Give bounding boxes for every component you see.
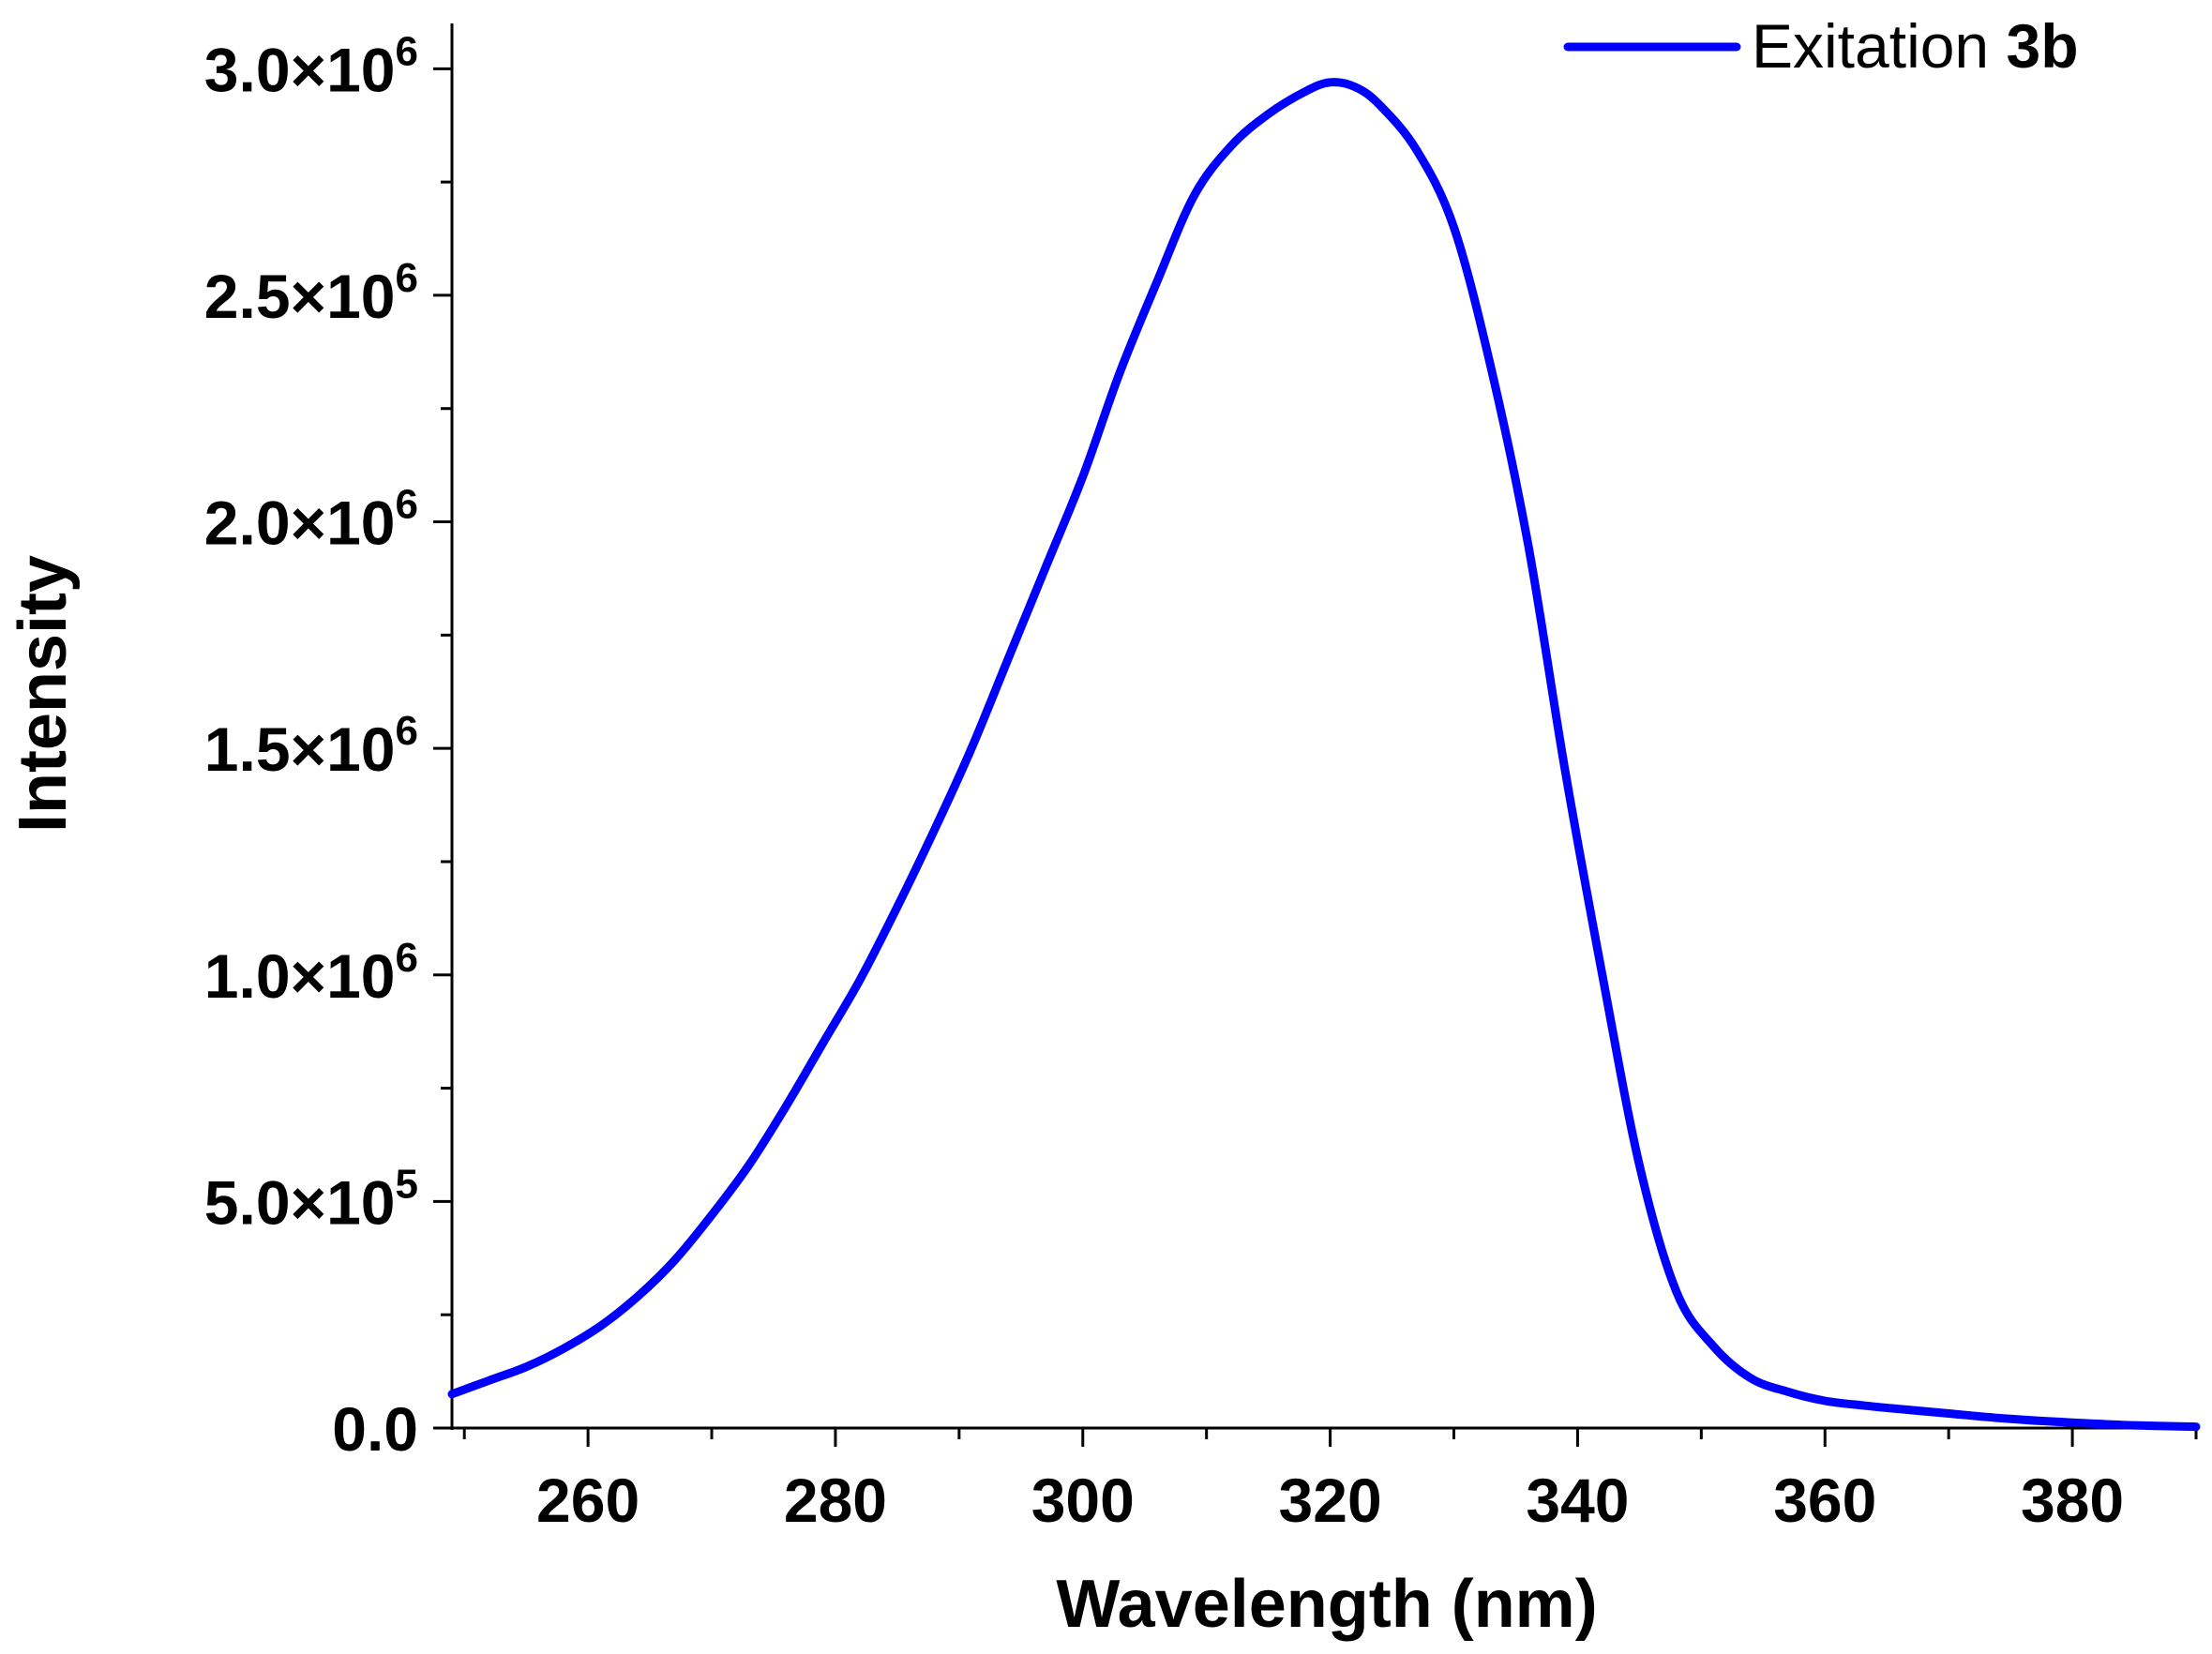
y-ticks: 0.0 5.0×105 1.0×106 1.5×106 2.0×106 2.5×106 3.… bbox=[204, 28, 452, 1464]
legend-label: Exitation 3b bbox=[1752, 11, 2079, 81]
data-point bbox=[2133, 1424, 2135, 1426]
data-point bbox=[673, 1259, 675, 1261]
x-tick-label: 260 bbox=[536, 1466, 640, 1535]
data-point bbox=[2009, 1418, 2011, 1420]
data-point bbox=[785, 1105, 787, 1107]
data-point bbox=[859, 979, 861, 981]
y-axis-title: Intensity bbox=[6, 555, 81, 833]
x-tick-label: 300 bbox=[1031, 1466, 1135, 1535]
data-point bbox=[2071, 1421, 2073, 1423]
data-point bbox=[1602, 974, 1603, 976]
data-point bbox=[1304, 90, 1306, 92]
data-point bbox=[1354, 86, 1356, 88]
y-tick-label: 1.0×106 bbox=[204, 935, 418, 1011]
data-point bbox=[1378, 104, 1380, 106]
data-point bbox=[933, 829, 935, 831]
x-tick-label: 380 bbox=[2021, 1466, 2124, 1535]
y-tick-label: 3.0×106 bbox=[204, 28, 418, 104]
data-point bbox=[1119, 371, 1121, 373]
legend: Exitation 3b bbox=[1563, 11, 2079, 81]
data-point bbox=[1861, 1405, 1863, 1406]
axes: 260 280 300 320 340 360 380 0.0 5.0×105 1.0×106 1… bbox=[204, 23, 2198, 1535]
data-point bbox=[1676, 1291, 1678, 1293]
data-point bbox=[1330, 82, 1332, 83]
data-point bbox=[1268, 113, 1270, 115]
data-point bbox=[2195, 1426, 2197, 1428]
data-point bbox=[971, 747, 972, 749]
data-point bbox=[637, 1296, 639, 1298]
data-point bbox=[1193, 195, 1195, 197]
data-point bbox=[1787, 1391, 1789, 1392]
data-point bbox=[1230, 144, 1232, 146]
data-point bbox=[599, 1325, 601, 1327]
y-tick-label: 2.0×106 bbox=[204, 482, 418, 558]
data-point bbox=[711, 1214, 713, 1216]
data-point bbox=[1750, 1377, 1752, 1379]
data-point bbox=[525, 1366, 527, 1368]
series-line bbox=[447, 78, 2201, 1432]
series-points bbox=[451, 82, 2197, 1428]
data-point bbox=[1564, 770, 1566, 772]
data-point bbox=[1824, 1400, 1826, 1402]
x-tick-label: 280 bbox=[784, 1466, 887, 1535]
y-tick-label: 5.0×105 bbox=[204, 1161, 418, 1237]
data-point bbox=[563, 1347, 564, 1349]
data-point bbox=[1082, 475, 1084, 477]
x-tick-label: 360 bbox=[1773, 1466, 1876, 1535]
data-point bbox=[822, 1042, 824, 1044]
x-axis-title: Wavelength (nm) bbox=[1056, 1567, 1597, 1642]
data-point bbox=[1156, 280, 1158, 282]
data-point bbox=[451, 1393, 453, 1395]
x-tick-label: 340 bbox=[1526, 1466, 1629, 1535]
x-ticks: 260 280 300 320 340 360 380 bbox=[462, 1428, 2198, 1535]
data-point bbox=[1453, 226, 1455, 228]
data-point bbox=[1527, 544, 1529, 546]
legend-label-bold: 3b bbox=[2006, 11, 2078, 81]
x-tick-label: 320 bbox=[1279, 1466, 1382, 1535]
y-tick-label: 2.5×106 bbox=[204, 255, 418, 331]
data-point bbox=[1008, 657, 1010, 659]
y-tick-label: 1.5×106 bbox=[204, 708, 418, 784]
data-point bbox=[1898, 1408, 1900, 1410]
data-point bbox=[1416, 149, 1418, 151]
data-point bbox=[896, 906, 898, 908]
y-tick-label: 0.0 bbox=[332, 1394, 418, 1464]
data-point bbox=[1713, 1346, 1715, 1347]
legend-label-prefix: Exitation bbox=[1752, 11, 2006, 81]
